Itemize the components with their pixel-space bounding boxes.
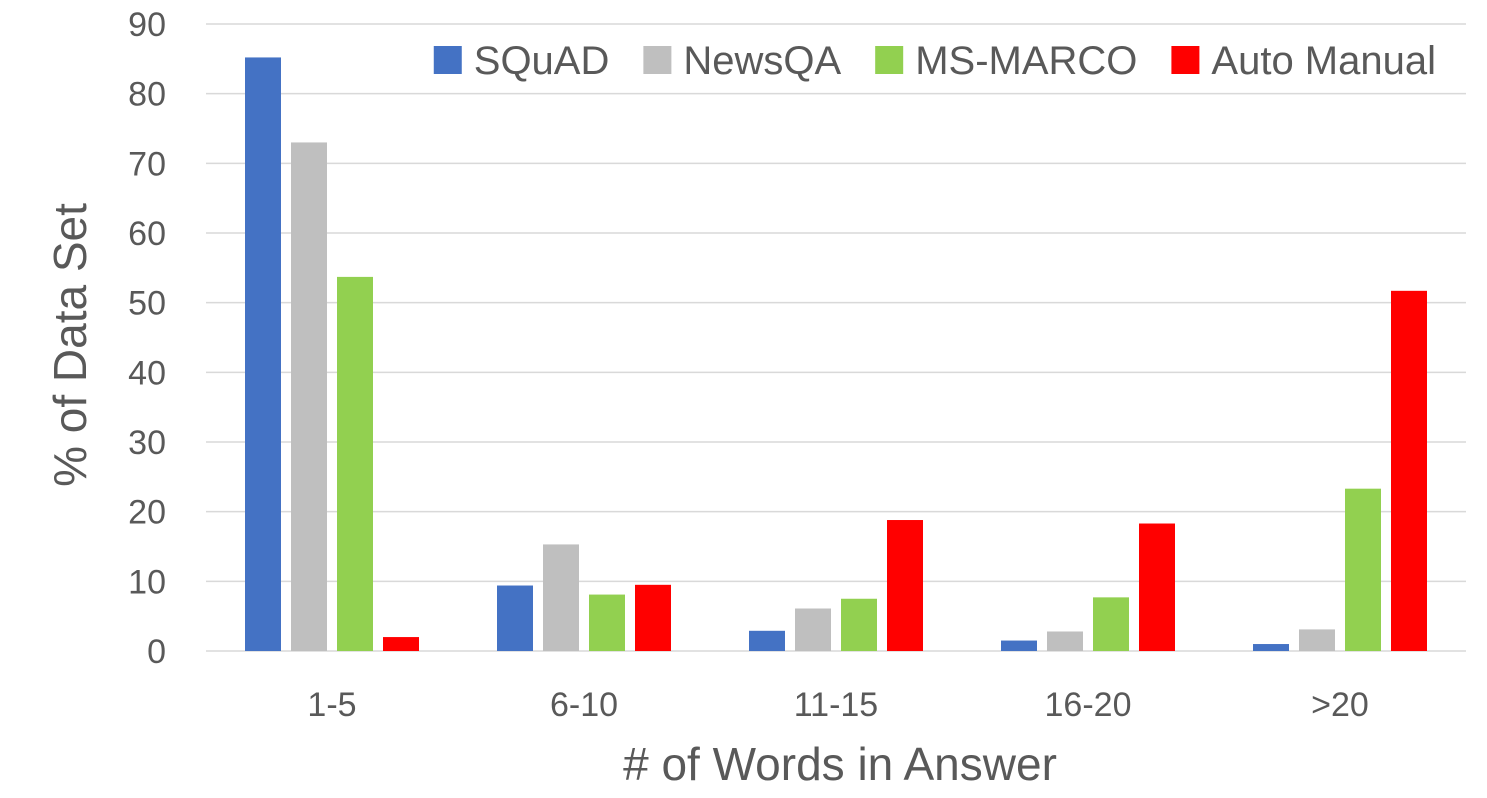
bar-squad-4 bbox=[1253, 644, 1289, 651]
bar-squad-0 bbox=[245, 57, 281, 651]
y-tick-label: 50 bbox=[128, 285, 166, 323]
y-tick-label: 10 bbox=[128, 563, 166, 601]
legend: SQuAD NewsQA MS-MARCO Auto Manual bbox=[433, 39, 1436, 83]
bar-squad-3 bbox=[1001, 640, 1037, 651]
legend-swatch-ms-marco bbox=[875, 46, 904, 74]
y-tick-label: 70 bbox=[128, 145, 166, 183]
bar-auto-manual-3 bbox=[1139, 523, 1175, 651]
x-tick-label: >20 bbox=[1311, 686, 1369, 724]
x-tick-label: 16-20 bbox=[1045, 686, 1132, 724]
bar-ms-marco-4 bbox=[1345, 488, 1381, 651]
bar-newsqa-4 bbox=[1299, 629, 1335, 651]
bar-newsqa-2 bbox=[795, 608, 831, 651]
legend-label: Auto Manual bbox=[1211, 39, 1436, 83]
legend-label: NewsQA bbox=[683, 39, 841, 83]
bar-newsqa-0 bbox=[291, 142, 327, 651]
bar-newsqa-3 bbox=[1047, 631, 1083, 651]
bar-auto-manual-4 bbox=[1391, 290, 1427, 651]
bars bbox=[245, 57, 1427, 651]
x-tick-label: 6-10 bbox=[550, 686, 618, 724]
bar-ms-marco-1 bbox=[589, 594, 625, 651]
bar-auto-manual-0 bbox=[383, 637, 419, 651]
x-axis-ticks: 1-5 6-10 11-15 16-20 >20 bbox=[307, 686, 1368, 724]
y-tick-label: 80 bbox=[128, 76, 166, 114]
legend-swatch-squad bbox=[433, 46, 462, 74]
legend-swatch-auto-manual bbox=[1171, 46, 1200, 74]
bar-auto-manual-2 bbox=[887, 520, 923, 651]
bar-newsqa-1 bbox=[543, 544, 579, 651]
bar-squad-2 bbox=[749, 630, 785, 651]
legend-label: MS-MARCO bbox=[915, 39, 1137, 83]
y-tick-label: 60 bbox=[128, 215, 166, 253]
bar-ms-marco-2 bbox=[841, 598, 877, 651]
y-tick-label: 30 bbox=[128, 424, 166, 462]
bar-ms-marco-3 bbox=[1093, 597, 1129, 651]
bar-squad-1 bbox=[497, 585, 533, 651]
y-tick-label: 90 bbox=[128, 6, 166, 44]
legend-label: SQuAD bbox=[474, 39, 610, 83]
bar-auto-manual-1 bbox=[635, 584, 671, 651]
legend-swatch-newsqa bbox=[643, 46, 672, 74]
gridlines bbox=[206, 23, 1466, 652]
y-axis-title: % of Data Set bbox=[44, 203, 96, 487]
y-tick-label: 40 bbox=[128, 354, 166, 392]
y-axis-ticks: 0 10 20 30 40 50 60 70 80 90 bbox=[128, 6, 166, 671]
y-tick-label: 20 bbox=[128, 494, 166, 532]
bar-ms-marco-0 bbox=[337, 276, 373, 651]
x-tick-label: 11-15 bbox=[794, 686, 878, 724]
x-axis-title: # of Words in Answer bbox=[623, 738, 1057, 790]
x-tick-label: 1-5 bbox=[307, 686, 356, 724]
y-tick-label: 0 bbox=[147, 633, 166, 671]
